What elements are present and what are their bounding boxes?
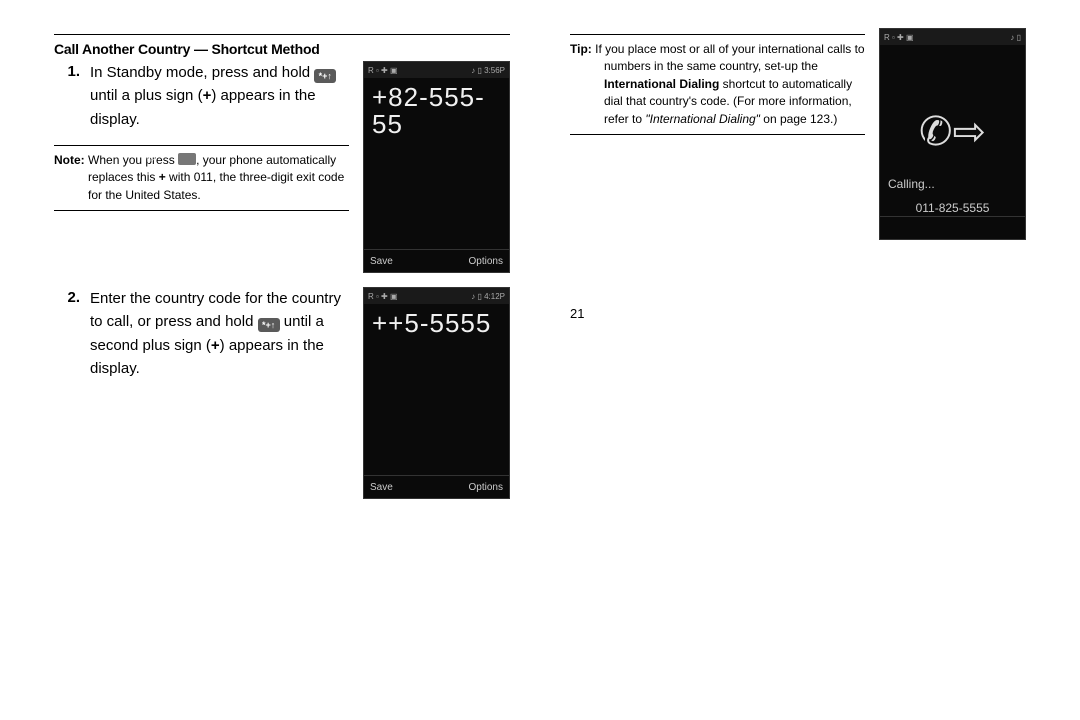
calling-label: Calling...	[880, 177, 1025, 191]
tip-block: R ▫ ✚ ▣ ♪ ▯ ✆⇨ Calling... 011-825-5555 T…	[570, 28, 1026, 246]
calling-icon: ✆⇨	[880, 109, 1025, 155]
step-text: Enter the country code for the country t…	[90, 287, 349, 380]
phone-number-display: +82-555-55	[364, 78, 509, 139]
rule	[54, 145, 349, 146]
phone-number-display: ++5-5555	[364, 304, 509, 337]
softkey-left: Save	[370, 256, 393, 267]
phone-mock-1: R ▫ ✚ ▣ ♪ ▯ 3:56P +82-555-55 Save Option…	[363, 61, 510, 273]
calling-number: 011-825-5555	[880, 201, 1025, 215]
softkey-right: Options	[469, 256, 503, 267]
status-left: R ▫ ✚ ▣	[884, 33, 914, 42]
star-key-icon: *+↑	[258, 318, 280, 332]
phone-softkeys	[880, 216, 1025, 239]
rule	[54, 210, 349, 211]
phone-status-bar: R ▫ ✚ ▣ ♪ ▯	[880, 29, 1025, 45]
star-key-icon: *+↑	[314, 69, 336, 83]
manual-page: Call Another Country — Shortcut Method R…	[0, 0, 1080, 720]
page-number: 21	[570, 306, 1026, 321]
phone-status-bar: R ▫ ✚ ▣ ♪ ▯ 4:12P	[364, 288, 509, 304]
step-1: 1. In Standby mode, press and hold *+↑ u…	[54, 61, 349, 131]
status-right: ♪ ▯ 4:12P	[471, 292, 505, 301]
send-key-icon	[178, 153, 196, 165]
section-heading-shortcut: Call Another Country — Shortcut Method	[54, 41, 510, 57]
status-right: ♪ ▯	[1010, 33, 1021, 42]
status-left: R ▫ ✚ ▣	[368, 66, 398, 75]
rule	[54, 34, 510, 35]
step-1-block: R ▫ ✚ ▣ ♪ ▯ 3:56P +82-555-55 Save Option…	[54, 61, 510, 279]
step-2: 2. Enter the country code for the countr…	[54, 287, 349, 380]
phone-status-bar: R ▫ ✚ ▣ ♪ ▯ 3:56P	[364, 62, 509, 78]
phone-softkeys: Save Options	[364, 249, 509, 272]
step-text: In Standby mode, press and hold *+↑ unti…	[90, 61, 349, 131]
softkey-left: Save	[370, 482, 393, 493]
step-number: 2.	[54, 287, 80, 380]
softkey-right: Options	[469, 482, 503, 493]
phone-mock-3: R ▫ ✚ ▣ ♪ ▯ ✆⇨ Calling... 011-825-5555	[879, 28, 1026, 240]
rule	[570, 134, 865, 135]
status-right: ♪ ▯ 3:56P	[471, 66, 505, 75]
status-left: R ▫ ✚ ▣	[368, 292, 398, 301]
step-2-block: R ▫ ✚ ▣ ♪ ▯ 4:12P ++5-5555 Save Options …	[54, 287, 510, 505]
step-number: 1.	[54, 61, 80, 131]
rule	[570, 34, 865, 35]
phone-softkeys: Save Options	[364, 475, 509, 498]
spacer	[570, 246, 1026, 306]
phone-mock-2: R ▫ ✚ ▣ ♪ ▯ 4:12P ++5-5555 Save Options	[363, 287, 510, 499]
